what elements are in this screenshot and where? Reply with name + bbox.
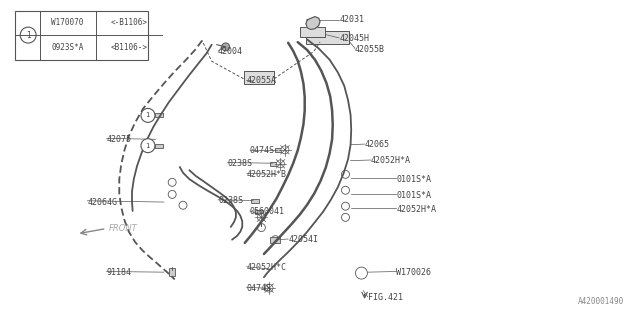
Bar: [244, 71, 274, 84]
Text: 42055A: 42055A: [246, 76, 276, 85]
Text: W170026: W170026: [396, 268, 431, 277]
Circle shape: [281, 146, 289, 154]
Circle shape: [342, 186, 349, 194]
Bar: [275, 148, 283, 152]
Circle shape: [355, 267, 367, 279]
Text: 42064G: 42064G: [88, 197, 117, 206]
Text: 42031: 42031: [339, 15, 364, 24]
Text: 42052H*A: 42052H*A: [396, 205, 436, 214]
Text: 0101S*A: 0101S*A: [396, 190, 431, 200]
Polygon shape: [306, 17, 320, 29]
Text: 42054I: 42054I: [288, 235, 318, 244]
Circle shape: [276, 160, 284, 168]
Text: 1: 1: [26, 31, 31, 40]
Bar: [169, 268, 175, 276]
Circle shape: [141, 139, 155, 153]
Circle shape: [221, 43, 230, 51]
Circle shape: [265, 284, 273, 292]
Text: <B1106->: <B1106->: [110, 43, 147, 52]
Text: 0238S: 0238S: [228, 159, 253, 168]
Text: 42045H: 42045H: [339, 35, 369, 44]
Text: 42052H*C: 42052H*C: [246, 263, 287, 272]
Text: 0560041: 0560041: [250, 207, 285, 216]
Bar: [255, 210, 263, 214]
Bar: [271, 237, 280, 243]
Bar: [270, 162, 278, 166]
Text: 42052H*B: 42052H*B: [246, 170, 287, 179]
Circle shape: [141, 108, 155, 122]
Text: 0474S: 0474S: [246, 284, 272, 292]
Text: 42004: 42004: [218, 47, 243, 56]
Bar: [156, 144, 163, 148]
Text: 42052H*A: 42052H*A: [371, 156, 411, 165]
Circle shape: [257, 213, 266, 221]
Circle shape: [168, 190, 176, 198]
Bar: [306, 31, 349, 44]
Text: A420001490: A420001490: [579, 297, 625, 306]
Text: 0238S: 0238S: [218, 196, 243, 205]
Circle shape: [342, 202, 349, 210]
Text: 42075: 42075: [106, 135, 132, 144]
Circle shape: [342, 170, 349, 178]
Text: FIG.421: FIG.421: [368, 293, 403, 302]
Text: 0923S*A: 0923S*A: [51, 43, 84, 52]
Bar: [300, 27, 325, 37]
Text: 42055B: 42055B: [355, 44, 385, 54]
Text: W170070: W170070: [51, 19, 84, 28]
Circle shape: [271, 236, 280, 244]
Circle shape: [168, 178, 176, 186]
Text: 42065: 42065: [365, 140, 390, 149]
Text: 0101S*A: 0101S*A: [396, 175, 431, 184]
Circle shape: [179, 201, 187, 209]
Circle shape: [342, 213, 349, 221]
Text: <-B1106>: <-B1106>: [110, 19, 147, 28]
Bar: [251, 199, 259, 203]
Text: 0474S: 0474S: [250, 146, 275, 155]
Text: FRONT: FRONT: [108, 224, 137, 233]
Circle shape: [257, 224, 266, 232]
Text: 1: 1: [146, 112, 150, 118]
Bar: [156, 113, 163, 117]
Text: 1: 1: [146, 143, 150, 149]
Text: 91184: 91184: [106, 268, 132, 277]
